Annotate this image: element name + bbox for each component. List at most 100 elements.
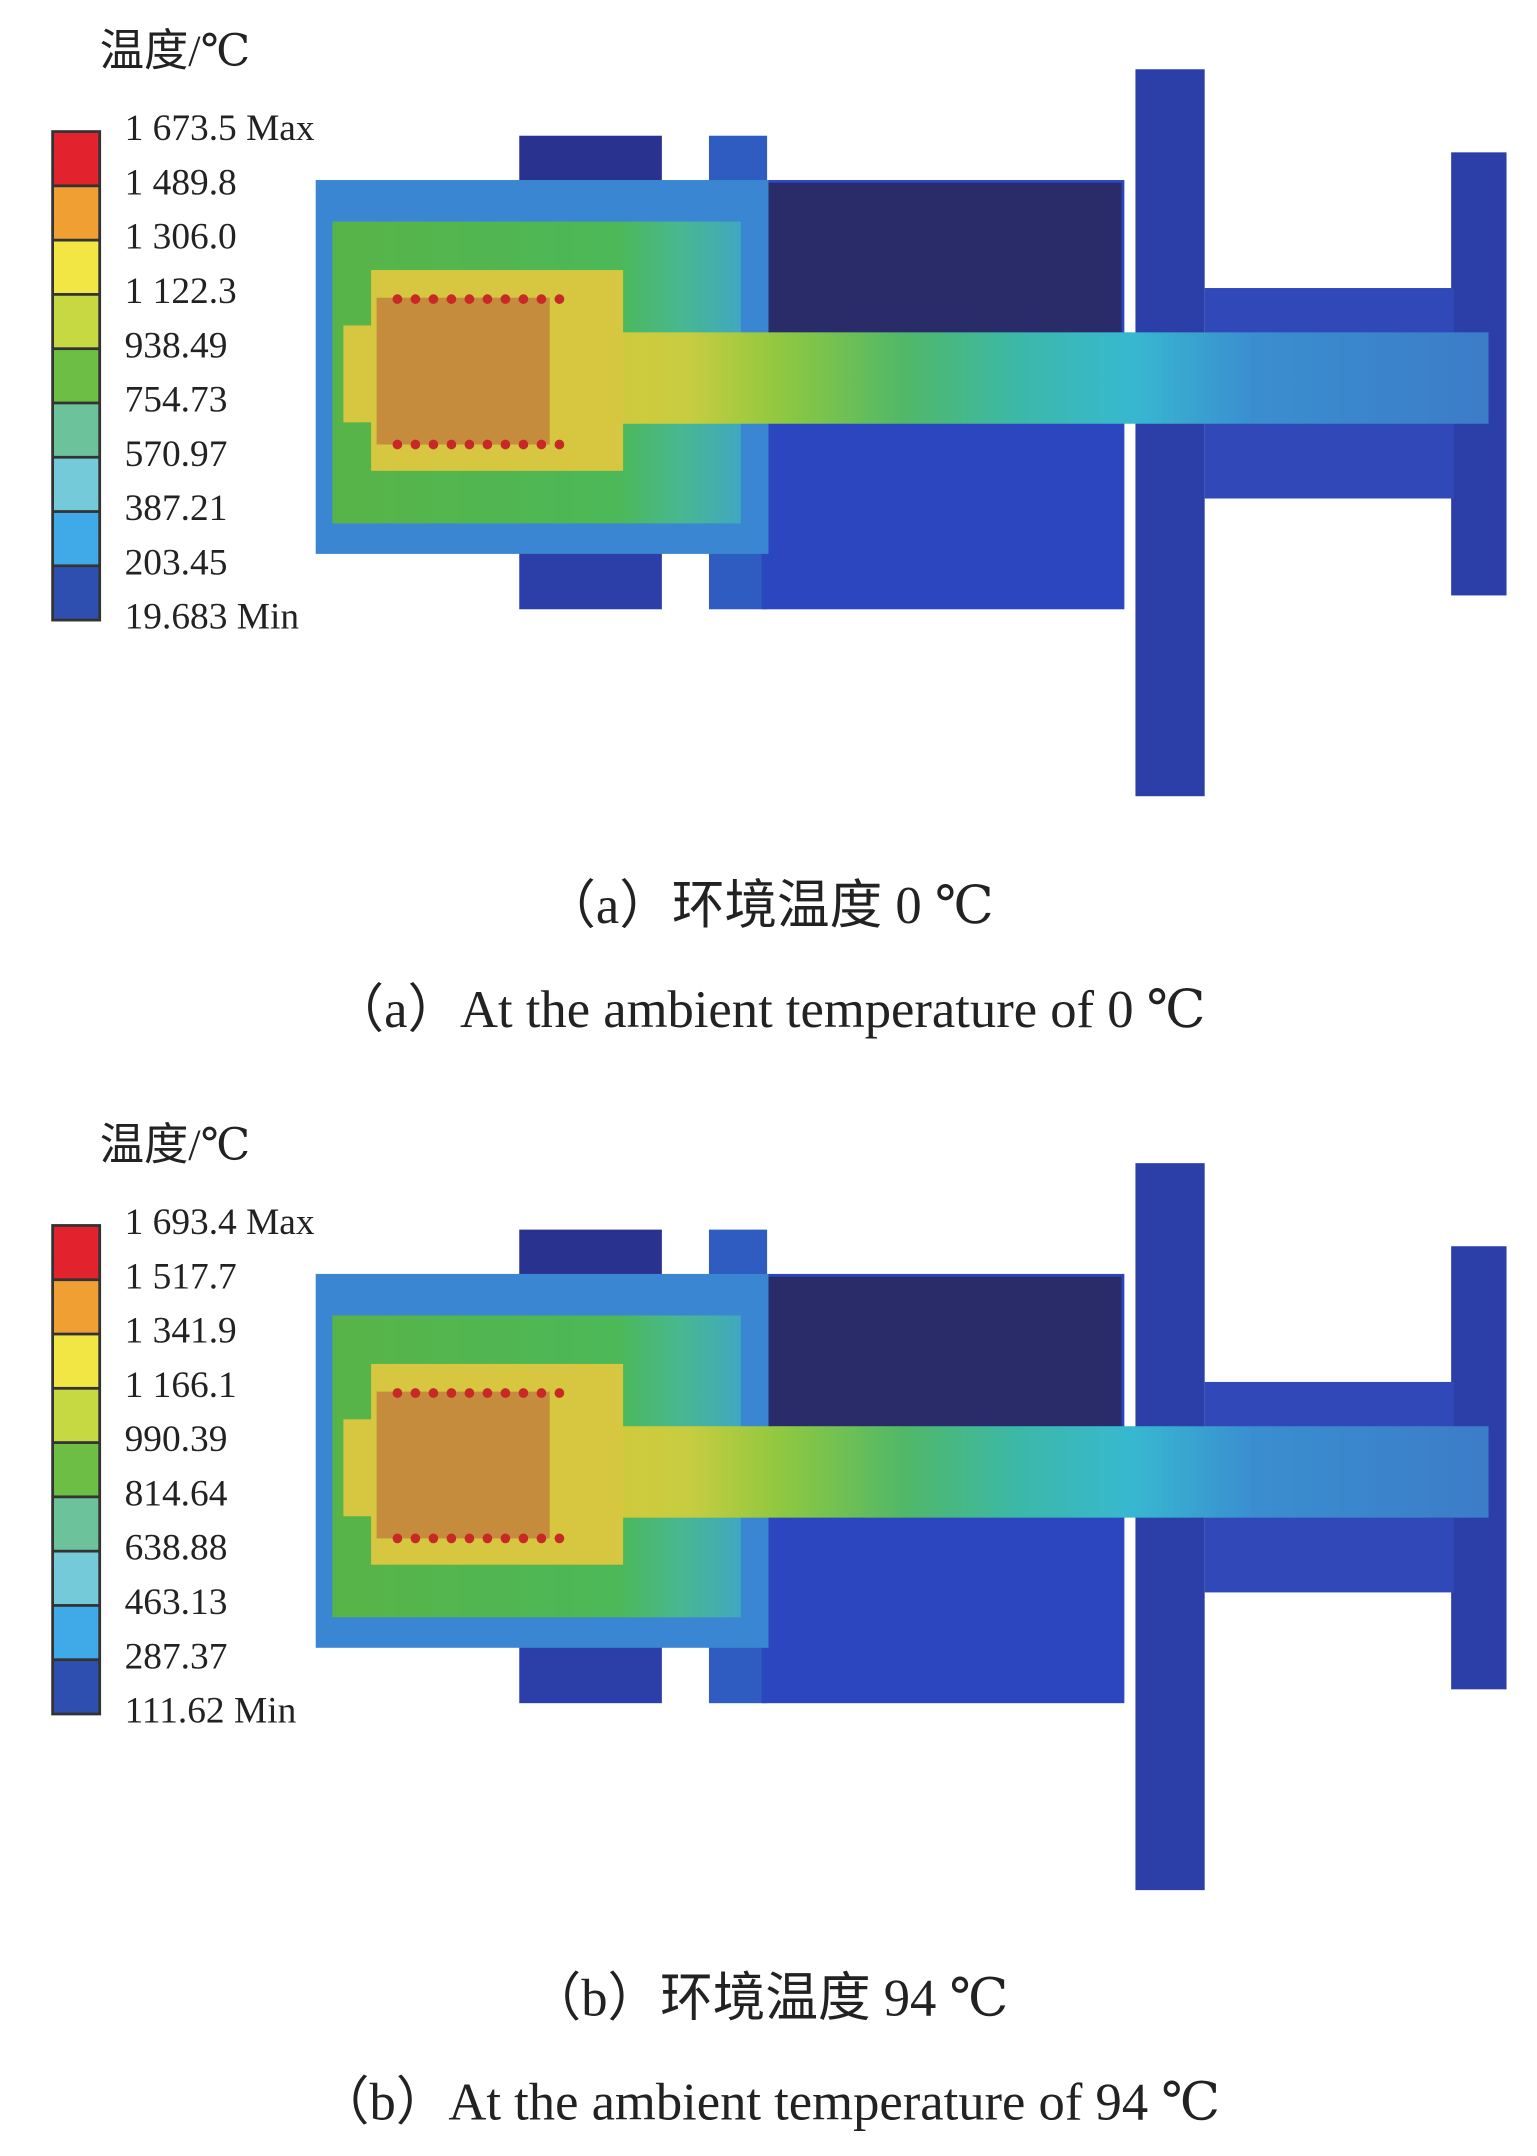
coil-core <box>376 1391 550 1539</box>
coil-dot <box>500 1533 511 1544</box>
legend-label: 19.683 Min <box>125 597 300 638</box>
legend-label: 1 517.7 <box>125 1256 237 1297</box>
coil-dot <box>536 439 547 450</box>
model <box>315 69 1507 797</box>
coil-dot <box>446 294 457 304</box>
shaft <box>546 1426 1489 1518</box>
coil-dot <box>482 294 493 304</box>
coil-dot <box>410 1388 421 1398</box>
body-top <box>768 1276 1122 1427</box>
coil-dot <box>392 1533 403 1544</box>
legend-label: 990.39 <box>125 1419 228 1460</box>
legend-swatch <box>54 187 99 239</box>
coil-dot <box>482 439 493 450</box>
model <box>315 1163 1507 1891</box>
coil-dot <box>482 1533 493 1544</box>
legend-swatch <box>54 1443 99 1496</box>
legend-swatch <box>54 458 99 511</box>
body-top <box>768 182 1122 333</box>
legend-title: 温度/℃ <box>100 27 250 76</box>
coil-dot <box>536 294 547 304</box>
coil-dot <box>410 294 421 304</box>
coil-dot <box>464 439 475 450</box>
legend-label: 754.73 <box>125 380 228 421</box>
legend-label: 638.88 <box>125 1528 228 1569</box>
coil-dot <box>392 294 403 304</box>
coil-dot <box>518 1533 529 1544</box>
coil-dot <box>392 1388 403 1398</box>
coil-dot <box>428 1388 439 1398</box>
legend-label: 1 341.9 <box>125 1311 237 1352</box>
coil-dot <box>500 294 511 304</box>
legend-swatch <box>54 1606 99 1659</box>
legend-label: 287.37 <box>125 1636 228 1677</box>
legend-swatch <box>54 1389 99 1442</box>
legend-swatch <box>54 132 99 185</box>
bottom-boss <box>519 1645 662 1704</box>
legend-swatch <box>54 350 99 402</box>
coil-dot <box>554 1533 565 1544</box>
legend-swatch <box>54 1498 99 1550</box>
bottom-boss <box>708 1645 768 1704</box>
legend-swatch <box>54 512 99 565</box>
coil-dot <box>410 439 421 450</box>
coil-dot <box>464 1533 475 1544</box>
coil-dot <box>554 294 565 304</box>
legend-label: 387.21 <box>125 488 228 529</box>
coil-dot <box>554 439 565 450</box>
legend-label: 814.64 <box>125 1473 228 1514</box>
coil-dot <box>428 1533 439 1544</box>
caption-cn: （a）环境温度 0 ℃ <box>543 877 993 935</box>
legend-title: 温度/℃ <box>100 1120 250 1169</box>
bottom-boss <box>708 551 768 610</box>
coil-dot <box>428 294 439 304</box>
coil-dot <box>464 1388 475 1398</box>
coil-dot <box>554 1388 565 1398</box>
legend-label: 1 693.4 Max <box>125 1202 315 1243</box>
legend-label: 1 489.8 <box>125 162 237 203</box>
coil-dot <box>446 1388 457 1398</box>
panel: 温度/℃ 1 673.5 Max 1 489.8 1 306.0 1 122.3 938.… <box>51 27 1507 797</box>
flange <box>1135 1163 1205 1891</box>
legend-swatch <box>54 241 99 294</box>
coil-dot <box>464 294 475 304</box>
coil-dot <box>536 1388 547 1398</box>
coil-dot <box>500 1388 511 1398</box>
legend-label: 570.97 <box>125 434 228 475</box>
legend-swatch <box>54 1661 99 1713</box>
coil-dot <box>536 1533 547 1544</box>
bottom-boss <box>519 551 662 610</box>
legend-swatch <box>54 1335 99 1387</box>
coil-dot <box>518 1388 529 1398</box>
coil-core <box>376 297 550 445</box>
legend-swatch <box>54 404 99 456</box>
legend-label: 1 306.0 <box>125 217 237 258</box>
coil-dot <box>410 1533 421 1544</box>
caption-en: （a）At the ambient temperature of 0 ℃ <box>331 981 1205 1039</box>
shaft <box>546 332 1489 424</box>
coil-dot <box>500 439 511 450</box>
legend-label: 111.62 Min <box>125 1691 297 1732</box>
coil-dot <box>428 439 439 450</box>
legend-label: 1 166.1 <box>125 1365 237 1406</box>
coil-dot <box>518 439 529 450</box>
legend-label: 938.49 <box>125 325 228 366</box>
legend-label: 1 122.3 <box>125 271 237 312</box>
legend-label: 463.13 <box>125 1582 228 1623</box>
legend-label: 203.45 <box>125 542 228 583</box>
legend-label: 1 673.5 Max <box>125 108 315 149</box>
coil-dot <box>482 1388 493 1398</box>
caption-cn: （b）环境温度 94 ℃ <box>529 1970 1009 2028</box>
flange <box>1135 69 1205 797</box>
coil-dot <box>392 439 403 450</box>
caption-en: （b）At the ambient temperature of 94 ℃ <box>317 2074 1220 2132</box>
legend-swatch <box>54 567 99 619</box>
coil-dot <box>518 294 529 304</box>
legend-swatch <box>54 295 99 348</box>
legend-swatch <box>54 1281 99 1333</box>
coil-dot <box>446 439 457 450</box>
legend-swatch <box>54 1226 99 1279</box>
legend-swatch <box>54 1552 99 1605</box>
panel: 温度/℃ 1 693.4 Max 1 517.7 1 341.9 1 166.1 990.… <box>51 1120 1507 1891</box>
